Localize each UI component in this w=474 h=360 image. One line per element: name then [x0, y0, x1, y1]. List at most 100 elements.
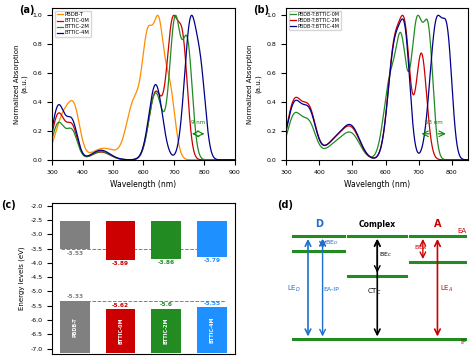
PBDB-T:BTTIC-4M	[460, 157, 466, 162]
Line: BTTIC-0M: BTTIC-0M	[52, 15, 235, 160]
Y-axis label: Normalized Absorption
(a.u.): Normalized Absorption (a.u.)	[247, 44, 261, 124]
BTTIC-2M	[49, 136, 55, 140]
PBDB-T:BTTIC-2M	[460, 158, 466, 162]
PBDB-T:BTTIC-2M	[367, 155, 373, 159]
BTTIC-2M	[138, 152, 144, 156]
X-axis label: Wavelength (nm): Wavelength (nm)	[344, 180, 410, 189]
PBDB-T:BTTIC-0M	[292, 110, 298, 114]
PBDB-T:BTTIC-2M	[465, 158, 471, 162]
PBDB-T:BTTIC-4M	[283, 129, 289, 133]
Text: PBDB-T: PBDB-T	[73, 317, 78, 337]
PBDB-T:BTTIC-0M	[372, 152, 378, 157]
Bar	[152, 309, 181, 353]
Text: BE$_D$: BE$_D$	[325, 238, 339, 247]
Text: -3.53: -3.53	[66, 251, 84, 256]
Line: PBDB-T:BTTIC-2M: PBDB-T:BTTIC-2M	[286, 15, 468, 160]
Text: -3.89: -3.89	[112, 261, 129, 266]
PBDB-T:BTTIC-2M	[460, 158, 466, 162]
BTTIC-4M	[133, 157, 139, 161]
PBDB-T	[227, 158, 232, 162]
Bar	[197, 307, 227, 353]
PBDB-T:BTTIC-0M	[427, 33, 433, 38]
BTTIC-0M	[59, 113, 64, 117]
BTTIC-0M	[193, 155, 199, 159]
PBDB-T:BTTIC-0M	[465, 158, 471, 162]
Line: PBDB-T: PBDB-T	[52, 15, 235, 160]
BTTIC-4M	[138, 151, 144, 155]
PBDB-T:BTTIC-4M	[460, 157, 466, 162]
Text: BTTIC-2M: BTTIC-2M	[164, 318, 169, 344]
Text: -5.33: -5.33	[66, 294, 84, 300]
PBDB-T:BTTIC-4M	[292, 98, 298, 103]
Y-axis label: Normalized Absorption
(a.u.): Normalized Absorption (a.u.)	[14, 44, 27, 124]
BTTIC-0M	[232, 158, 237, 162]
Text: CT$_C$: CT$_C$	[367, 287, 382, 297]
Line: PBDB-T:BTTIC-4M: PBDB-T:BTTIC-4M	[286, 15, 468, 160]
Legend: PBDB-T:BTTIC-0M, PBDB-T:BTTIC-2M, PBDB-T:BTTIC-4M: PBDB-T:BTTIC-0M, PBDB-T:BTTIC-2M, PBDB-T…	[289, 10, 341, 30]
PBDB-T:BTTIC-0M	[415, 13, 421, 18]
X-axis label: Wavelength (nm): Wavelength (nm)	[110, 180, 176, 189]
Text: (c): (c)	[1, 200, 16, 210]
BTTIC-2M	[232, 158, 237, 162]
BTTIC-4M	[59, 105, 64, 110]
Text: BE$_C$: BE$_C$	[379, 250, 392, 259]
BTTIC-4M	[227, 158, 232, 162]
PBDB-T:BTTIC-2M	[372, 156, 378, 160]
BTTIC-4M	[49, 125, 55, 130]
Bar	[197, 221, 227, 257]
PBDB-T:BTTIC-0M	[460, 158, 466, 162]
PBDB-T:BTTIC-4M	[367, 154, 373, 159]
PBDB-T	[49, 141, 55, 145]
PBDB-T	[193, 158, 199, 162]
BTTIC-4M	[193, 27, 199, 31]
Text: -5.6: -5.6	[160, 302, 173, 307]
PBDB-T	[59, 112, 64, 117]
Text: IP: IP	[461, 339, 466, 345]
Text: -5.62: -5.62	[112, 303, 129, 308]
Text: -3.79: -3.79	[203, 258, 220, 263]
BTTIC-2M	[133, 157, 139, 161]
BTTIC-2M	[59, 122, 64, 126]
BTTIC-0M	[49, 130, 55, 134]
BTTIC-4M	[232, 158, 237, 162]
Text: EA-IP: EA-IP	[323, 287, 339, 292]
BTTIC-0M	[133, 157, 139, 161]
Text: BTTIC-4M: BTTIC-4M	[210, 317, 214, 343]
Text: LE$_A$: LE$_A$	[440, 284, 454, 294]
Text: BE$_A$: BE$_A$	[414, 243, 427, 252]
Text: -3.86: -3.86	[158, 260, 175, 265]
PBDB-T	[227, 158, 232, 162]
PBDB-T:BTTIC-4M	[436, 13, 441, 18]
Bar	[152, 221, 181, 259]
PBDB-T:BTTIC-0M	[367, 154, 373, 159]
PBDB-T	[155, 13, 161, 18]
Line: PBDB-T:BTTIC-0M: PBDB-T:BTTIC-0M	[286, 15, 468, 160]
PBDB-T:BTTIC-2M	[292, 95, 298, 100]
Line: BTTIC-4M: BTTIC-4M	[52, 15, 235, 160]
PBDB-T:BTTIC-2M	[400, 13, 405, 18]
Bar	[60, 301, 90, 353]
Text: Complex: Complex	[359, 220, 396, 229]
Text: 9 nm: 9 nm	[191, 120, 205, 125]
Text: LE$_D$: LE$_D$	[287, 284, 301, 294]
Text: (a): (a)	[19, 5, 35, 15]
Text: D: D	[315, 219, 323, 229]
Bar	[106, 309, 136, 353]
PBDB-T:BTTIC-2M	[427, 127, 433, 132]
BTTIC-4M	[189, 13, 194, 18]
Text: EA: EA	[457, 228, 466, 234]
Line: BTTIC-2M: BTTIC-2M	[52, 15, 235, 160]
BTTIC-2M	[193, 133, 199, 137]
PBDB-T	[232, 158, 237, 162]
BTTIC-2M	[227, 158, 232, 162]
Text: (d): (d)	[277, 200, 293, 210]
PBDB-T:BTTIC-0M	[460, 158, 466, 162]
PBDB-T	[138, 70, 144, 74]
BTTIC-0M	[138, 152, 144, 156]
PBDB-T:BTTIC-4M	[427, 78, 432, 82]
BTTIC-0M	[171, 13, 177, 18]
Bar	[106, 221, 136, 260]
Text: BTTIC-0M: BTTIC-0M	[118, 318, 123, 345]
Legend: PBDB-T, BTTIC-0M, BTTIC-2M, BTTIC-4M: PBDB-T, BTTIC-0M, BTTIC-2M, BTTIC-4M	[55, 11, 91, 37]
PBDB-T	[133, 91, 139, 95]
